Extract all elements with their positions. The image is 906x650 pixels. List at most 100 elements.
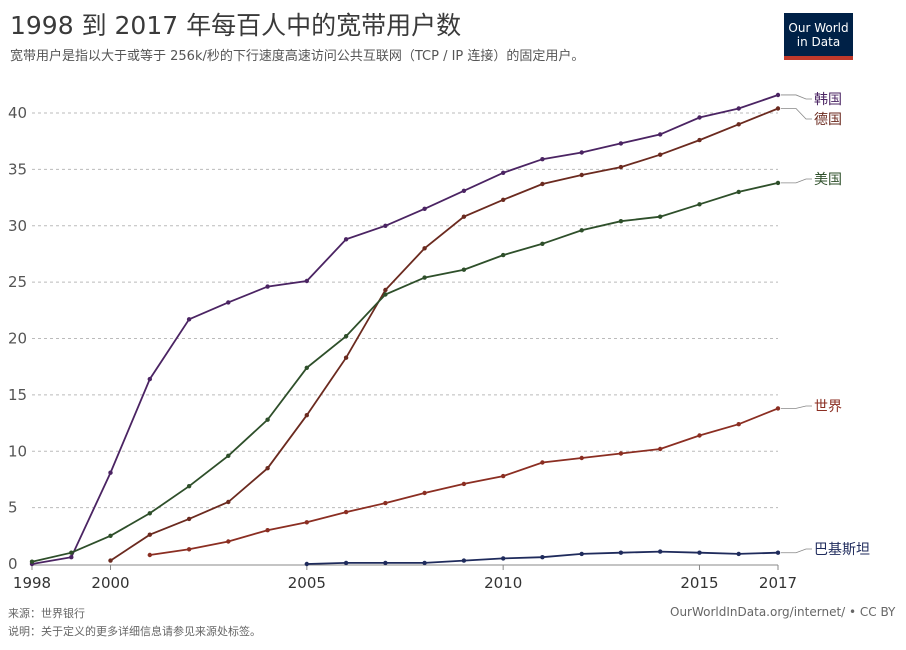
data-point	[226, 539, 231, 544]
y-tick-label: 35	[8, 160, 27, 178]
data-point	[226, 300, 231, 305]
series-line	[110, 107, 779, 562]
y-tick-label: 40	[8, 104, 27, 122]
data-point	[226, 453, 231, 458]
y-tick-label: 30	[8, 217, 27, 235]
data-point	[775, 92, 781, 98]
y-tick-label: 10	[8, 442, 27, 460]
data-point	[540, 555, 545, 560]
data-point	[186, 516, 192, 522]
x-tick-label: 2017	[759, 574, 797, 592]
data-point	[501, 556, 506, 561]
data-point	[108, 533, 113, 538]
x-tick-label: 2015	[680, 574, 718, 592]
label-leader-line	[781, 548, 812, 554]
data-point	[461, 214, 467, 219]
data-point	[540, 181, 545, 187]
data-point	[618, 219, 624, 224]
data-point	[304, 365, 309, 370]
data-point	[618, 451, 624, 456]
y-tick-label: 15	[8, 386, 27, 404]
data-point	[422, 275, 427, 280]
chart-title: 1998 到 2017 年每百人中的宽带用户数	[10, 11, 462, 40]
x-tick-label: 2005	[288, 574, 326, 592]
data-point	[501, 473, 506, 479]
source-text: 来源：世界银行	[8, 607, 85, 620]
x-tick-label: 2000	[91, 574, 129, 592]
data-point	[697, 115, 702, 120]
data-point	[108, 470, 113, 475]
data-point	[461, 267, 467, 272]
data-point	[383, 560, 388, 566]
series-label: 美国	[814, 172, 842, 188]
owid-logo[interactable]: Our World in Data	[784, 13, 853, 60]
data-point	[383, 292, 388, 297]
data-point	[186, 317, 192, 322]
data-point	[579, 551, 584, 557]
data-point	[618, 141, 624, 146]
data-point	[226, 499, 231, 505]
data-point	[736, 122, 741, 127]
data-point	[383, 223, 388, 228]
data-point	[147, 532, 152, 537]
data-point	[579, 455, 584, 461]
data-point	[422, 206, 427, 211]
data-point	[775, 180, 781, 186]
data-point	[147, 552, 152, 558]
series-line	[31, 94, 779, 565]
data-point	[658, 549, 663, 554]
series-label: 韩国	[814, 92, 842, 108]
data-point	[29, 559, 35, 564]
data-point	[775, 106, 781, 111]
y-tick-label: 25	[8, 273, 27, 291]
data-point	[658, 446, 663, 452]
data-point	[658, 214, 663, 219]
data-point	[461, 188, 467, 193]
data-point	[422, 246, 427, 251]
data-point	[383, 287, 388, 293]
logo-line-2: in Data	[796, 35, 841, 49]
data-point	[304, 413, 309, 418]
data-point	[697, 202, 702, 207]
data-point	[422, 560, 427, 566]
data-point	[540, 460, 545, 465]
data-point	[501, 170, 506, 175]
data-point	[579, 228, 584, 233]
data-point	[461, 558, 467, 563]
data-point	[697, 137, 702, 143]
data-point	[697, 550, 702, 555]
data-point	[343, 509, 349, 515]
data-point	[304, 561, 309, 567]
data-point	[540, 157, 545, 162]
series-label: 德国	[814, 112, 842, 128]
note-text: 说明：关于定义的更多详细信息请参见来源处标签。	[8, 625, 261, 638]
data-point	[736, 422, 741, 427]
data-point	[304, 278, 309, 284]
data-point	[265, 466, 270, 471]
data-point	[69, 555, 74, 560]
data-point	[265, 284, 270, 289]
data-point	[775, 550, 781, 555]
data-point	[618, 164, 624, 170]
data-point	[343, 560, 349, 566]
data-point	[775, 406, 781, 411]
chart-subtitle: 宽带用户是指以大于或等于 256k/秒的下行速度高速访问公共互联网（TCP / …	[10, 49, 585, 64]
source-url-link[interactable]: OurWorldInData.org/internet/ • CC BY	[670, 605, 896, 619]
label-leader-line	[781, 108, 812, 120]
label-leader-line	[781, 405, 812, 409]
data-point	[461, 481, 467, 487]
data-point	[265, 417, 270, 422]
data-point	[69, 550, 74, 555]
data-point	[736, 189, 741, 195]
x-tick-label: 1998	[13, 574, 51, 592]
data-point	[383, 500, 388, 506]
data-point	[186, 484, 192, 489]
label-leader-line	[781, 94, 812, 100]
data-point	[304, 520, 309, 525]
data-point	[658, 152, 663, 157]
data-point	[658, 132, 663, 137]
data-point	[147, 511, 152, 516]
data-point	[579, 150, 584, 155]
y-tick-label: 0	[8, 555, 18, 573]
